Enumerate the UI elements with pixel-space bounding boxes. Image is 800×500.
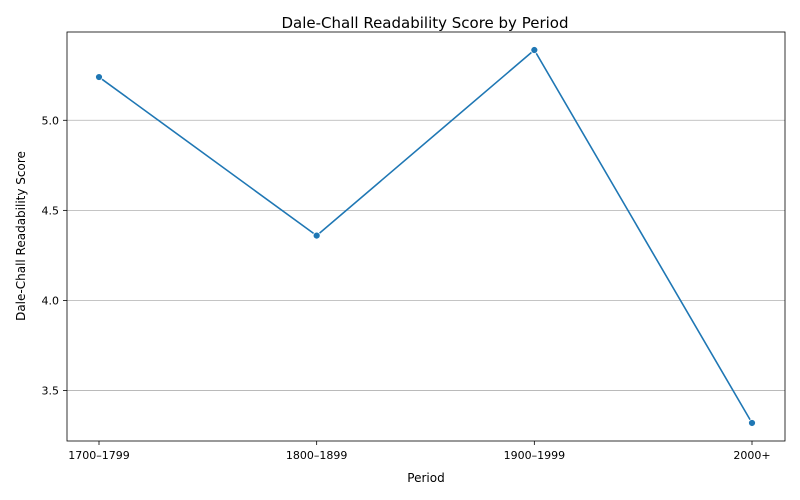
- data-point: [530, 46, 539, 54]
- y-axis-label: Dale-Chall Readability Score: [14, 151, 28, 321]
- series-line: [98, 48, 753, 424]
- plot-area-frame: [66, 31, 786, 442]
- x-tick-label: 1900–1999: [504, 449, 566, 462]
- data-point: [748, 419, 756, 427]
- gridlines: [67, 119, 785, 391]
- y-tick-label: 4.5: [42, 204, 60, 217]
- x-tick-label: 1800–1899: [286, 449, 348, 462]
- y-tick-label: 4.0: [42, 294, 60, 307]
- y-axis-ticks: 3.5 4.0 4.5 5.0: [42, 114, 67, 398]
- x-tick-label: 1700–1799: [68, 449, 130, 462]
- data-point: [95, 73, 103, 81]
- x-axis-ticks: 1700–1799 1800–1899 1900–1999 2000+: [68, 441, 771, 462]
- chart-title: Dale-Chall Readability Score by Period: [282, 14, 569, 32]
- data-point: [312, 231, 321, 240]
- y-tick-label: 5.0: [42, 114, 60, 127]
- x-axis-label: Period: [407, 471, 444, 485]
- x-tick-label: 2000+: [733, 449, 770, 462]
- y-tick-label: 3.5: [42, 385, 60, 398]
- data-series: [95, 46, 756, 427]
